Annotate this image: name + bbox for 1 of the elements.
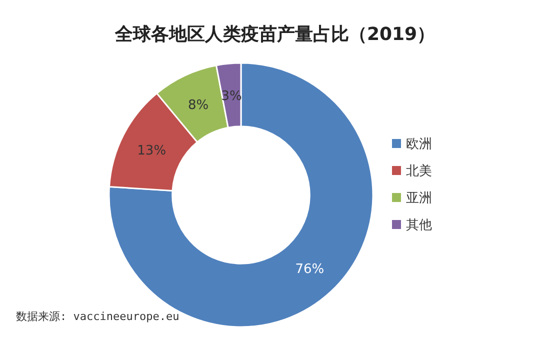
title: 全球各地区人类疫苗产量占比（2019） — [114, 24, 436, 45]
